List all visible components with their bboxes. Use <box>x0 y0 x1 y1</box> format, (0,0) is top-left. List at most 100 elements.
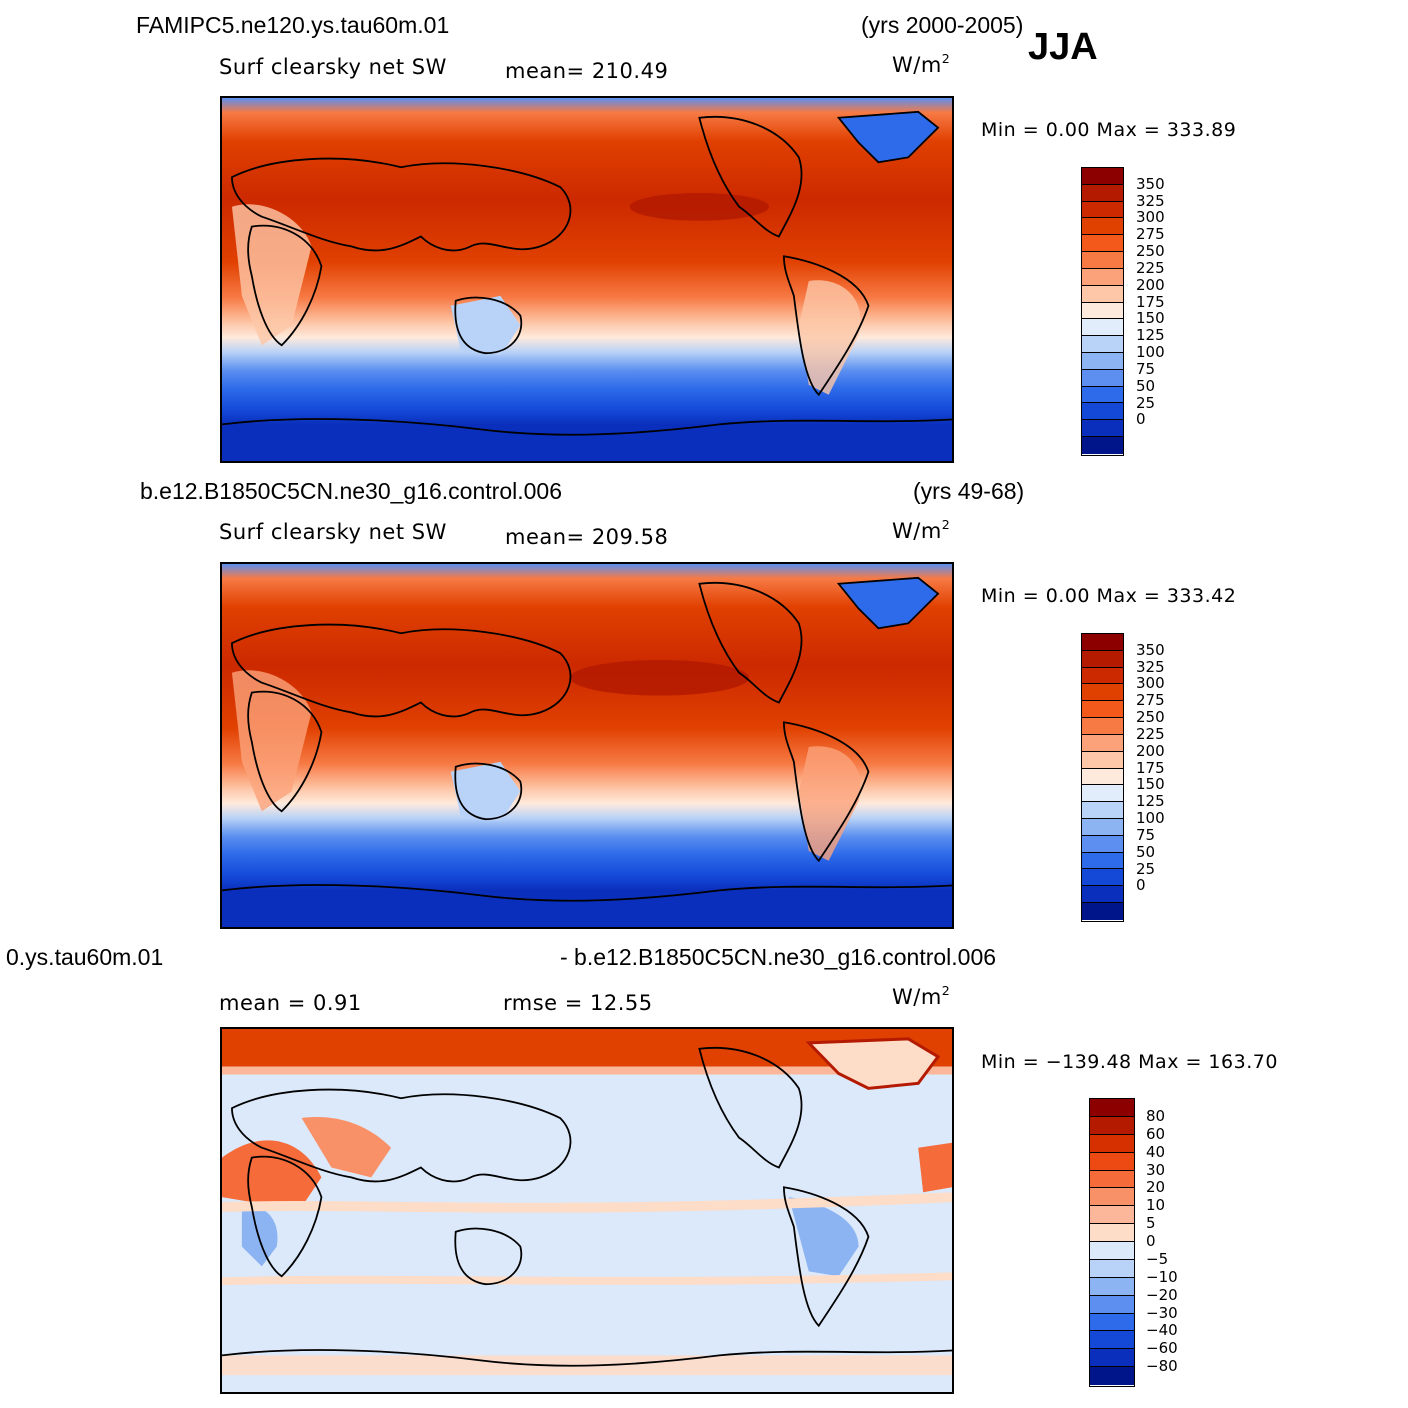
colorbar-tick-label: 250 <box>1136 708 1165 727</box>
colorbar-tick-label: 75 <box>1136 825 1156 844</box>
colorbar-tick-label: 225 <box>1136 258 1165 277</box>
colorbar-swatch <box>1082 403 1123 421</box>
panel3-colorbar <box>1089 1098 1135 1387</box>
colorbar-tick-label: 275 <box>1136 225 1165 244</box>
colorbar-swatch <box>1082 285 1123 303</box>
colorbar-swatch <box>1082 684 1123 702</box>
colorbar-swatch <box>1082 869 1123 887</box>
colorbar-tick-label: 350 <box>1136 174 1165 193</box>
colorbar-swatch <box>1090 1242 1134 1260</box>
colorbar-swatch <box>1090 1134 1134 1153</box>
colorbar-swatch <box>1090 1170 1134 1189</box>
colorbar-swatch <box>1082 768 1123 786</box>
colorbar-tick-label: 150 <box>1136 309 1165 328</box>
colorbar-swatch <box>1082 218 1123 236</box>
colorbar-swatch <box>1090 1331 1134 1350</box>
colorbar-tick-label: −80 <box>1146 1357 1178 1376</box>
colorbar-tick-label: 300 <box>1136 208 1165 227</box>
colorbar-swatch <box>1082 886 1123 903</box>
colorbar-swatch <box>1082 718 1123 735</box>
panel3-case-name: 0.ys.tau60m.01 <box>6 944 164 970</box>
colorbar-tick-label: 0 <box>1136 876 1146 895</box>
colorbar-swatch <box>1082 352 1123 370</box>
colorbar-tick-label: 50 <box>1136 376 1156 395</box>
colorbar-tick-label: 325 <box>1136 657 1165 676</box>
colorbar-swatch <box>1082 319 1123 337</box>
colorbar-tick-label: 20 <box>1146 1178 1166 1197</box>
colorbar-swatch <box>1082 336 1123 353</box>
colorbar-swatch <box>1090 1367 1134 1385</box>
colorbar-swatch <box>1082 268 1123 286</box>
colorbar-tick-label: 125 <box>1136 326 1165 345</box>
panel3-units: W/m2 <box>892 983 951 1009</box>
colorbar-tick-label: 5 <box>1146 1214 1156 1233</box>
colorbar-tick-label: 25 <box>1136 859 1156 878</box>
panel1-variable: Surf clearsky net SW <box>219 55 447 79</box>
colorbar-swatch <box>1082 201 1123 219</box>
colorbar-swatch <box>1082 650 1123 668</box>
colorbar-swatch <box>1090 1224 1134 1242</box>
colorbar-tick-label: 30 <box>1146 1160 1166 1179</box>
colorbar-swatch <box>1090 1349 1134 1368</box>
colorbar-swatch <box>1082 386 1123 404</box>
colorbar-tick-label: 225 <box>1136 724 1165 743</box>
panel2-map <box>220 562 954 929</box>
panel3-rmse: rmse = 12.55 <box>503 991 653 1015</box>
colorbar-tick-label: 200 <box>1136 741 1165 760</box>
colorbar-swatch <box>1082 835 1123 853</box>
panel1-mean: mean= 210.49 <box>505 59 669 83</box>
panel2-mean: mean= 209.58 <box>505 525 669 549</box>
colorbar-tick-label: 25 <box>1136 393 1156 412</box>
colorbar-swatch <box>1082 667 1123 685</box>
colorbar-swatch <box>1082 734 1123 752</box>
panel1-colorbar-segments <box>1082 168 1123 454</box>
colorbar-tick-label: −5 <box>1146 1249 1169 1268</box>
colorbar-swatch <box>1090 1099 1134 1117</box>
panel1-map <box>220 96 954 463</box>
panel1-units: W/m2 <box>892 51 951 77</box>
colorbar-tick-label: 125 <box>1136 792 1165 811</box>
colorbar-tick-label: 175 <box>1136 292 1165 311</box>
colorbar-swatch <box>1090 1188 1134 1207</box>
colorbar-tick-label: 250 <box>1136 242 1165 261</box>
panel2-colorbar-segments <box>1082 634 1123 920</box>
panel2-years: (yrs 49-68) <box>913 478 1025 504</box>
colorbar-tick-label: 0 <box>1146 1232 1156 1250</box>
colorbar-swatch <box>1082 701 1123 719</box>
panel1-colorbar <box>1081 167 1124 456</box>
colorbar-tick-label: −30 <box>1146 1303 1178 1322</box>
colorbar-swatch <box>1082 903 1123 920</box>
colorbar-tick-label: −20 <box>1146 1285 1178 1304</box>
colorbar-tick-label: 300 <box>1136 674 1165 693</box>
colorbar-swatch <box>1090 1259 1134 1278</box>
colorbar-tick-label: −40 <box>1146 1321 1178 1340</box>
colorbar-tick-label: −10 <box>1146 1267 1178 1286</box>
panel2-units: W/m2 <box>892 517 951 543</box>
colorbar-swatch <box>1082 168 1123 185</box>
colorbar-swatch <box>1082 802 1123 819</box>
panel3-map <box>220 1027 954 1394</box>
colorbar-swatch <box>1090 1206 1134 1225</box>
colorbar-swatch <box>1090 1116 1134 1135</box>
panel2-minmax: Min = 0.00 Max = 333.42 <box>981 585 1237 607</box>
colorbar-tick-label: 175 <box>1136 758 1165 777</box>
colorbar-tick-label: 200 <box>1136 275 1165 294</box>
colorbar-swatch <box>1082 235 1123 253</box>
colorbar-swatch <box>1082 252 1123 269</box>
colorbar-tick-label: 10 <box>1146 1196 1166 1215</box>
colorbar-tick-label: 80 <box>1146 1106 1166 1125</box>
panel2-case-name: b.e12.B1850C5CN.ne30_g16.control.006 <box>140 478 562 504</box>
colorbar-swatch <box>1082 420 1123 437</box>
colorbar-swatch <box>1082 634 1123 651</box>
panel3-mean: mean = 0.91 <box>219 991 362 1015</box>
colorbar-tick-label: 50 <box>1136 842 1156 861</box>
colorbar-tick-label: 100 <box>1136 809 1165 828</box>
panel2-variable: Surf clearsky net SW <box>219 520 447 544</box>
colorbar-swatch <box>1082 184 1123 202</box>
colorbar-tick-label: 325 <box>1136 191 1165 210</box>
panel2-colorbar <box>1081 633 1124 922</box>
panel1-minmax: Min = 0.00 Max = 333.89 <box>981 119 1237 141</box>
colorbar-tick-label: 75 <box>1136 359 1156 378</box>
panel1-years: (yrs 2000-2005) <box>861 12 1024 38</box>
colorbar-swatch <box>1082 852 1123 870</box>
